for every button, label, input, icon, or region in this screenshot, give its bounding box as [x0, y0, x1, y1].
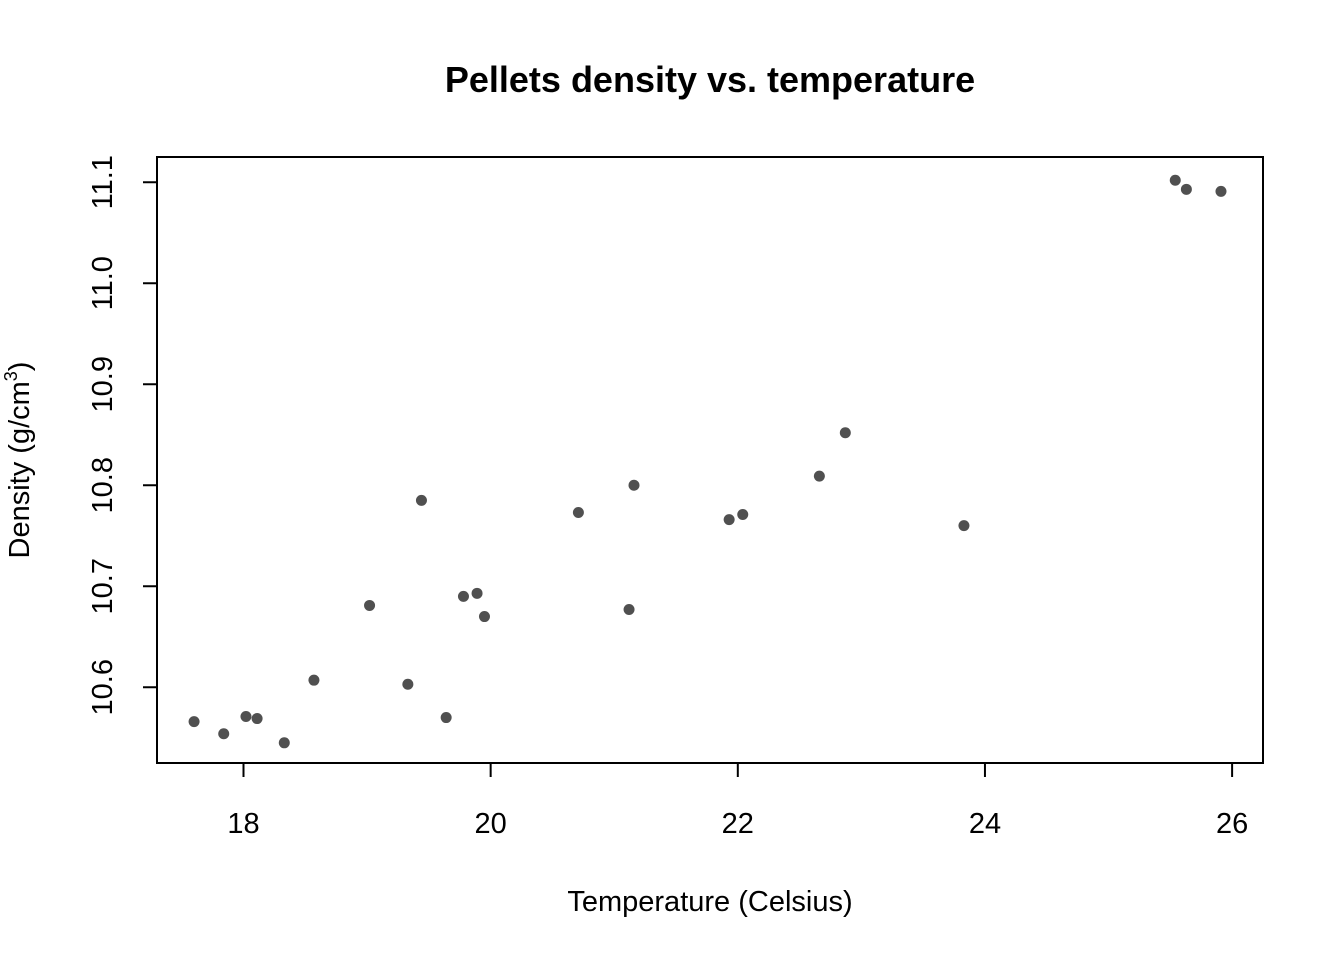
- y-axis-label: Density (g/cm3): [1, 362, 36, 559]
- x-tick-label: 26: [1216, 808, 1248, 840]
- data-point: [364, 599, 376, 611]
- data-point: [240, 711, 252, 723]
- data-point: [402, 678, 414, 690]
- data-point: [415, 494, 427, 506]
- data-point: [457, 590, 469, 602]
- y-tick-label: 10.7: [87, 558, 119, 614]
- data-point: [572, 507, 584, 519]
- data-point: [628, 479, 640, 491]
- data-point: [958, 520, 970, 532]
- data-point: [1180, 183, 1192, 195]
- y-tick-label: 10.8: [87, 457, 119, 513]
- x-tick-label: 18: [227, 808, 259, 840]
- x-axis: 18 20 22 24 26: [227, 763, 1248, 840]
- y-axis-label-close: ): [4, 362, 36, 372]
- y-tick-label: 10.6: [87, 659, 119, 715]
- data-point: [440, 712, 452, 724]
- data-point: [839, 427, 851, 439]
- y-tick-label: 11.1: [87, 155, 119, 209]
- plot-frame: [156, 156, 1264, 764]
- data-point: [1215, 185, 1227, 197]
- data-point: [308, 674, 320, 686]
- data-point: [218, 728, 230, 740]
- x-tick-label: 22: [722, 808, 754, 840]
- y-tick-label: 11.0: [87, 256, 119, 310]
- data-point: [737, 509, 749, 521]
- data-point: [1169, 174, 1181, 186]
- y-axis: 10.6 10.7 10.8 10.9 11.0 11.1: [87, 155, 157, 715]
- chart-title: Pellets density vs. temperature: [445, 59, 975, 100]
- y-tick-label: 10.9: [87, 356, 119, 412]
- x-axis-label: Temperature (Celsius): [567, 886, 852, 918]
- data-point: [723, 514, 735, 526]
- data-point: [478, 611, 490, 623]
- data-point: [188, 716, 200, 728]
- x-tick-label: 24: [969, 808, 1001, 840]
- y-axis-label-main: Density (g/cm: [4, 381, 36, 558]
- data-point: [813, 470, 825, 482]
- y-axis-label-superscript: 3: [1, 371, 21, 381]
- data-points: [188, 174, 1227, 749]
- x-tick-label: 20: [475, 808, 507, 840]
- data-point: [471, 587, 483, 599]
- data-point: [278, 737, 290, 749]
- data-point: [251, 713, 263, 725]
- data-point: [623, 603, 635, 615]
